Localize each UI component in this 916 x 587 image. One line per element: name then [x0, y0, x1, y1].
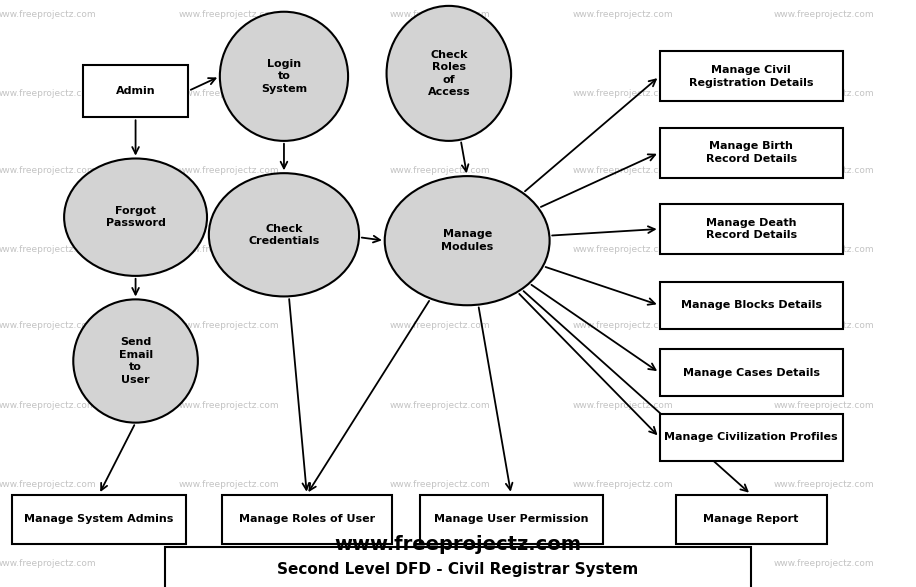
Text: www.freeprojectz.com: www.freeprojectz.com — [572, 480, 673, 489]
Text: www.freeprojectz.com: www.freeprojectz.com — [0, 400, 96, 410]
FancyBboxPatch shape — [165, 547, 751, 587]
Text: www.freeprojectz.com: www.freeprojectz.com — [179, 166, 279, 175]
Text: Manage Death
Record Details: Manage Death Record Details — [705, 218, 797, 240]
Text: www.freeprojectz.com: www.freeprojectz.com — [572, 89, 673, 99]
Text: www.freeprojectz.com: www.freeprojectz.com — [572, 10, 673, 19]
Text: Manage System Admins: Manage System Admins — [24, 514, 174, 525]
Text: www.freeprojectz.com: www.freeprojectz.com — [0, 480, 96, 489]
FancyBboxPatch shape — [660, 414, 843, 461]
Text: www.freeprojectz.com: www.freeprojectz.com — [334, 535, 582, 554]
FancyBboxPatch shape — [660, 52, 843, 101]
Text: Second Level DFD - Civil Registrar System: Second Level DFD - Civil Registrar Syste… — [278, 562, 638, 577]
Text: www.freeprojectz.com: www.freeprojectz.com — [774, 321, 875, 330]
Text: Send
Email
to
User: Send Email to User — [118, 338, 153, 384]
Ellipse shape — [385, 176, 550, 305]
Ellipse shape — [220, 12, 348, 141]
Ellipse shape — [387, 6, 511, 141]
Text: Manage Cases Details: Manage Cases Details — [682, 367, 820, 378]
Text: Manage Civilization Profiles: Manage Civilization Profiles — [664, 432, 838, 443]
Ellipse shape — [209, 173, 359, 296]
Text: www.freeprojectz.com: www.freeprojectz.com — [389, 321, 490, 330]
Text: www.freeprojectz.com: www.freeprojectz.com — [389, 400, 490, 410]
Text: Forgot
Password: Forgot Password — [105, 206, 166, 228]
Text: www.freeprojectz.com: www.freeprojectz.com — [389, 480, 490, 489]
Text: www.freeprojectz.com: www.freeprojectz.com — [774, 10, 875, 19]
Text: www.freeprojectz.com: www.freeprojectz.com — [774, 480, 875, 489]
Ellipse shape — [73, 299, 198, 423]
Text: Manage Blocks Details: Manage Blocks Details — [681, 300, 822, 311]
Text: www.freeprojectz.com: www.freeprojectz.com — [774, 166, 875, 175]
Text: www.freeprojectz.com: www.freeprojectz.com — [179, 89, 279, 99]
Text: www.freeprojectz.com: www.freeprojectz.com — [179, 10, 279, 19]
Text: www.freeprojectz.com: www.freeprojectz.com — [572, 400, 673, 410]
Text: www.freeprojectz.com: www.freeprojectz.com — [179, 321, 279, 330]
Text: www.freeprojectz.com: www.freeprojectz.com — [389, 89, 490, 99]
FancyBboxPatch shape — [223, 494, 391, 545]
Text: www.freeprojectz.com: www.freeprojectz.com — [179, 400, 279, 410]
FancyBboxPatch shape — [82, 65, 189, 117]
Text: www.freeprojectz.com: www.freeprojectz.com — [774, 245, 875, 254]
Text: www.freeprojectz.com: www.freeprojectz.com — [389, 245, 490, 254]
Text: www.freeprojectz.com: www.freeprojectz.com — [572, 166, 673, 175]
Text: Manage Roles of User: Manage Roles of User — [239, 514, 375, 525]
Text: www.freeprojectz.com: www.freeprojectz.com — [774, 89, 875, 99]
Text: Admin: Admin — [115, 86, 156, 96]
FancyBboxPatch shape — [675, 494, 826, 545]
Ellipse shape — [64, 158, 207, 276]
Text: www.freeprojectz.com: www.freeprojectz.com — [0, 559, 96, 568]
Text: www.freeprojectz.com: www.freeprojectz.com — [179, 480, 279, 489]
Text: Manage Civil
Registration Details: Manage Civil Registration Details — [689, 65, 813, 87]
Text: www.freeprojectz.com: www.freeprojectz.com — [0, 89, 96, 99]
FancyBboxPatch shape — [660, 128, 843, 177]
Text: www.freeprojectz.com: www.freeprojectz.com — [774, 400, 875, 410]
Text: www.freeprojectz.com: www.freeprojectz.com — [0, 245, 96, 254]
Text: Manage Report: Manage Report — [703, 514, 799, 525]
Text: Check
Roles
of
Access: Check Roles of Access — [428, 50, 470, 97]
Text: Manage User Permission: Manage User Permission — [434, 514, 588, 525]
Text: www.freeprojectz.com: www.freeprojectz.com — [179, 559, 279, 568]
Text: Manage Birth
Record Details: Manage Birth Record Details — [705, 141, 797, 164]
Text: www.freeprojectz.com: www.freeprojectz.com — [572, 321, 673, 330]
Text: www.freeprojectz.com: www.freeprojectz.com — [774, 559, 875, 568]
FancyBboxPatch shape — [660, 204, 843, 254]
Text: www.freeprojectz.com: www.freeprojectz.com — [179, 245, 279, 254]
FancyBboxPatch shape — [660, 349, 843, 396]
Text: www.freeprojectz.com: www.freeprojectz.com — [0, 166, 96, 175]
Text: Manage
Modules: Manage Modules — [441, 230, 494, 252]
Text: www.freeprojectz.com: www.freeprojectz.com — [0, 321, 96, 330]
FancyBboxPatch shape — [12, 494, 186, 545]
Text: Login
to
System: Login to System — [261, 59, 307, 94]
Text: www.freeprojectz.com: www.freeprojectz.com — [389, 10, 490, 19]
Text: www.freeprojectz.com: www.freeprojectz.com — [572, 245, 673, 254]
FancyBboxPatch shape — [660, 282, 843, 329]
Text: www.freeprojectz.com: www.freeprojectz.com — [389, 559, 490, 568]
Text: www.freeprojectz.com: www.freeprojectz.com — [389, 166, 490, 175]
FancyBboxPatch shape — [420, 494, 603, 545]
Text: Check
Credentials: Check Credentials — [248, 224, 320, 246]
Text: www.freeprojectz.com: www.freeprojectz.com — [0, 10, 96, 19]
Text: www.freeprojectz.com: www.freeprojectz.com — [572, 559, 673, 568]
